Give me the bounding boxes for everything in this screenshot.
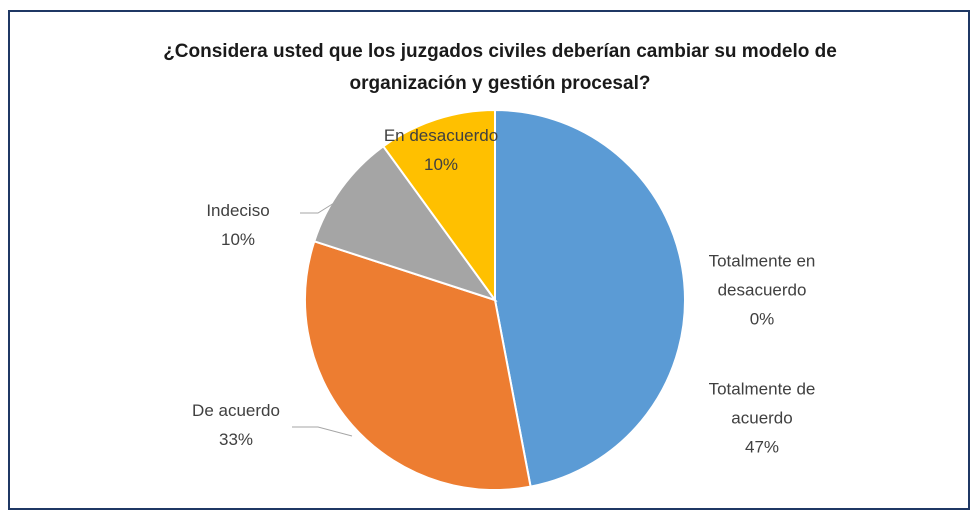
pie-slice [381,108,496,304]
category-label: En desacuerdo [383,126,499,145]
page: ¿Considera usted que los juzgados civile… [8,10,970,510]
data-label: Totalmente de acuerdo 47% [687,375,837,462]
value-label: 10% [220,230,256,249]
leader-line [300,197,343,214]
pie-slice [494,108,687,488]
data-label: En desacuerdo 10% [376,121,506,179]
pie-slice [304,240,532,489]
value-label: 10% [423,155,459,174]
chart [292,108,687,489]
category-label: Totalmente de acuerdo [708,379,816,428]
category-label: Indeciso [206,201,270,220]
value-label: 33% [218,430,254,449]
category-label: De acuerdo [192,401,280,420]
chart-title: ¿Considera usted que los juzgados civile… [163,41,837,94]
data-label: Totalmente en desacuerdo 0% [687,247,837,334]
category-label: Totalmente en desacuerdo [708,251,816,300]
leader-line [292,426,353,437]
data-label: Indeciso 10% [173,196,303,254]
data-label: De acuerdo 33% [171,396,301,454]
value-label: 0% [749,309,775,329]
value-label: 47% [744,437,780,457]
pie-slice [313,144,498,302]
